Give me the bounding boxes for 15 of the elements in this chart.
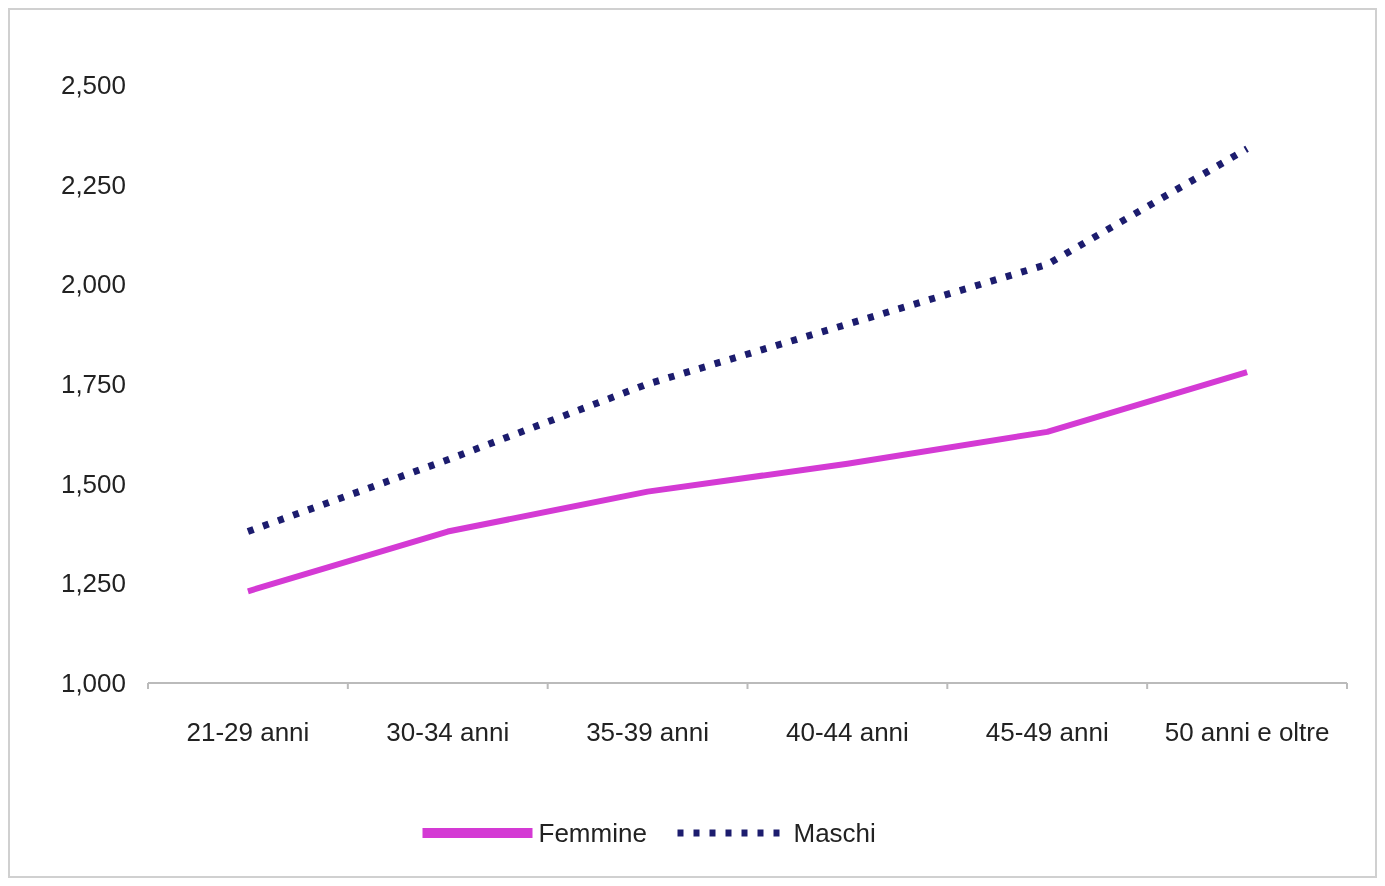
x-tick-label: 50 anni e oltre — [1164, 717, 1330, 747]
x-tick-label: 45-49 anni — [985, 717, 1109, 747]
legend-label: Maschi — [793, 818, 876, 849]
x-tick-label: 21-29 anni — [186, 717, 310, 747]
y-tick-label: 2,000 — [60, 269, 126, 300]
x-tick-label: 30-34 anni — [386, 717, 510, 747]
x-tick-label: 40-44 anni — [785, 717, 909, 747]
y-tick-label: 2,500 — [60, 70, 126, 101]
y-tick-label: 2,250 — [60, 169, 126, 200]
y-tick-label: 1,250 — [60, 568, 126, 599]
legend-label: Femmine — [538, 818, 647, 849]
y-tick-label: 1,750 — [60, 369, 126, 400]
y-tick-label: 1,500 — [60, 468, 126, 499]
y-tick-label: 1,000 — [60, 668, 126, 699]
x-tick-label: 35-39 anni — [586, 717, 710, 747]
